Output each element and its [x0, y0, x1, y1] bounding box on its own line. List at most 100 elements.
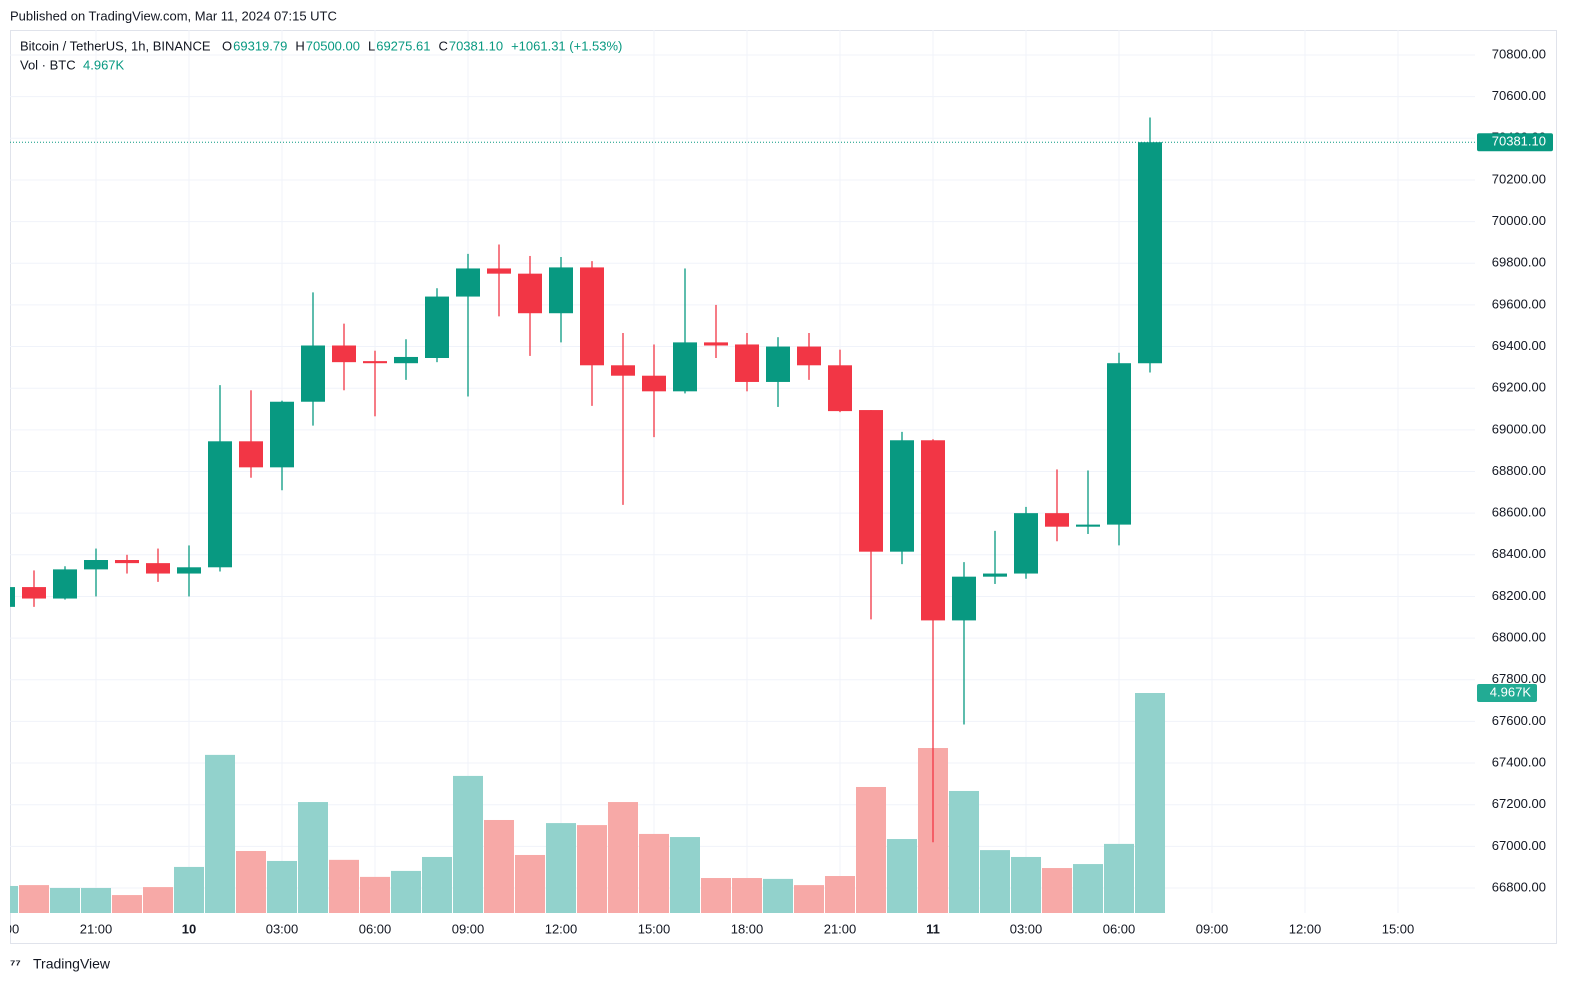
- candle-body: [1138, 142, 1162, 364]
- logo-mark: ⁷⁷: [10, 956, 21, 971]
- legend: Bitcoin / TetherUS, 1h, BINANCE Vol · BT…: [20, 38, 622, 72]
- x-tick-label: 03:00: [266, 921, 299, 936]
- candle-body: [983, 573, 1007, 577]
- x-tick-label: 21:00: [80, 921, 113, 936]
- candle-body: [425, 296, 449, 359]
- y-tick-label: 67600.00: [1492, 713, 1546, 728]
- candles: [10, 117, 1162, 843]
- volume-tag: [1477, 684, 1537, 702]
- volume-bar: [360, 876, 390, 913]
- volume-bar: [484, 819, 514, 913]
- y-tick-label: 70200.00: [1492, 171, 1546, 186]
- volume-bar: [267, 860, 297, 913]
- candle-body: [952, 576, 976, 621]
- volume-bar: [577, 825, 607, 913]
- footer-logo: TradingView: [33, 956, 111, 972]
- ohlc-label: L: [368, 38, 375, 53]
- y-tick-label: 69600.00: [1492, 296, 1546, 311]
- x-tick-label: 18:00: [731, 921, 764, 936]
- volume-bar: [236, 850, 266, 913]
- y-tick-label: 66800.00: [1492, 879, 1546, 894]
- y-tick-label: 68000.00: [1492, 630, 1546, 645]
- ohlc-label: H: [295, 38, 304, 53]
- candle-body: [208, 441, 232, 568]
- volume-bar: [143, 887, 173, 913]
- volume-bar: [329, 859, 359, 913]
- candle-body: [890, 440, 914, 552]
- ohlc-label: O: [222, 38, 232, 53]
- x-tick-label: 15:00: [1382, 921, 1415, 936]
- volume-bar: [639, 833, 669, 913]
- x-tick-label: 09:00: [452, 921, 485, 936]
- candle-body: [394, 356, 418, 364]
- volume-bar: [391, 870, 421, 913]
- frame: [10, 30, 1557, 944]
- candle-body: [363, 361, 387, 364]
- candle-body: [456, 268, 480, 297]
- ohlc-value: 69275.61: [376, 38, 430, 53]
- volume-value: 4.967K: [83, 57, 125, 72]
- volume-bar: [81, 887, 111, 913]
- y-tick-label: 68800.00: [1492, 463, 1546, 478]
- volume-bar: [1104, 843, 1134, 913]
- candle-body: [921, 440, 945, 621]
- candle-body: [1076, 524, 1100, 527]
- candle-body: [859, 410, 883, 552]
- candle-body: [549, 267, 573, 314]
- published-note: Published on TradingView.com, Mar 11, 20…: [10, 8, 337, 23]
- y-tick-label: 70600.00: [1492, 88, 1546, 103]
- x-tick-label: 03:00: [1010, 921, 1043, 936]
- candle-body: [704, 342, 728, 346]
- y-tick-label: 68400.00: [1492, 546, 1546, 561]
- candle-body: [301, 345, 325, 402]
- ohlc-value: 69319.79: [233, 38, 287, 53]
- candle-body: [84, 560, 108, 570]
- last-price-label: 70381.10: [1492, 134, 1546, 149]
- ohlc-label: C: [438, 38, 447, 53]
- volume-bar: [50, 887, 80, 913]
- volume-bar: [856, 786, 886, 913]
- y-tick-label: 69400.00: [1492, 338, 1546, 353]
- volume-bar: [794, 885, 824, 913]
- volume-bar: [825, 876, 855, 913]
- x-tick-label: 09:00: [1196, 921, 1229, 936]
- x-tick-label: 12:00: [545, 921, 578, 936]
- candle-body: [611, 365, 635, 376]
- volume-bar: [112, 895, 142, 913]
- candle-body: [580, 267, 604, 366]
- x-tick-label: 15:00: [638, 921, 671, 936]
- volume-bar: [1073, 864, 1103, 913]
- change: +1061.31 (+1.53%): [511, 38, 622, 53]
- volume-bar: [546, 823, 576, 913]
- volume-bar: [174, 866, 204, 913]
- volume-bar: [19, 885, 49, 913]
- volume-bar: [701, 878, 731, 913]
- ohlc-value: 70500.00: [306, 38, 360, 53]
- ohlc-value: 70381.10: [449, 38, 503, 53]
- axes: 66800.00 67000.00 67200.00 67400.00 67600.00…: [10, 46, 1546, 936]
- candle-body: [146, 563, 170, 574]
- candle-body: [177, 567, 201, 574]
- y-tick-label: 68200.00: [1492, 588, 1546, 603]
- x-tick-label: 06:00: [1103, 921, 1136, 936]
- candle-body: [22, 587, 46, 599]
- candle-body: [766, 346, 790, 382]
- candle-body: [1014, 513, 1038, 574]
- volume-bar: [887, 839, 917, 913]
- y-tick-label: 67000.00: [1492, 838, 1546, 853]
- candle-body: [487, 268, 511, 274]
- volume-bar: [515, 854, 545, 913]
- y-tick-label: 67200.00: [1492, 796, 1546, 811]
- y-tick-label: 69800.00: [1492, 255, 1546, 270]
- y-tick-label: 68600.00: [1492, 505, 1546, 520]
- candle-body: [10, 587, 15, 607]
- y-tick-label: 69000.00: [1492, 421, 1546, 436]
- candle-body: [673, 342, 697, 392]
- volume-bar: [763, 878, 793, 913]
- candle-body: [735, 344, 759, 382]
- volume-bar: [422, 856, 452, 913]
- y-tick-label: 67400.00: [1492, 754, 1546, 769]
- x-tick-label: 11: [926, 921, 940, 936]
- volume-bar: [1011, 856, 1041, 913]
